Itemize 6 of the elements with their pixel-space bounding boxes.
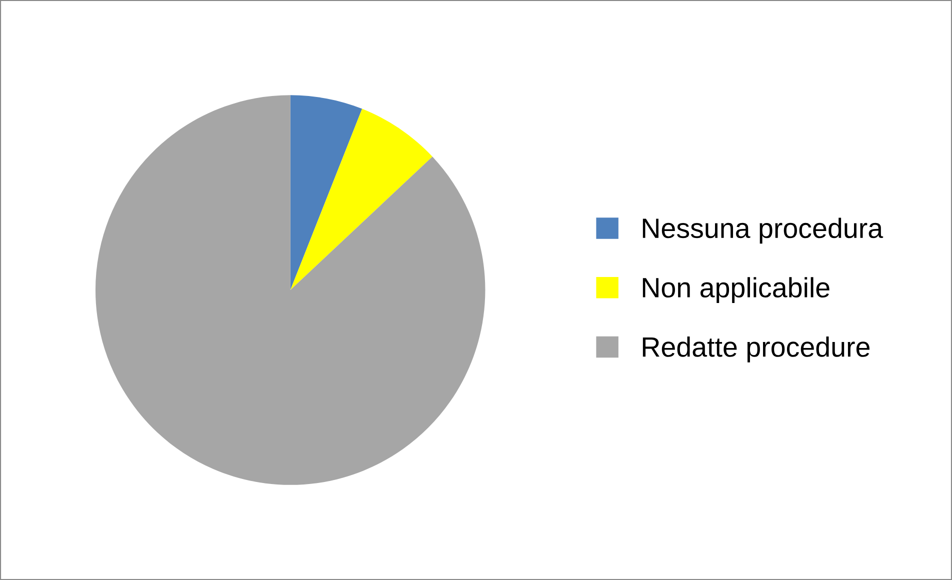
legend-label: Redatte procedure (642, 336, 870, 362)
pie-slice (290, 108, 432, 290)
pie-slice (95, 95, 486, 485)
legend-label: Non applicabile (642, 277, 830, 304)
pie-slice (290, 95, 362, 290)
legend-label: Nessuna procedura (642, 218, 884, 244)
